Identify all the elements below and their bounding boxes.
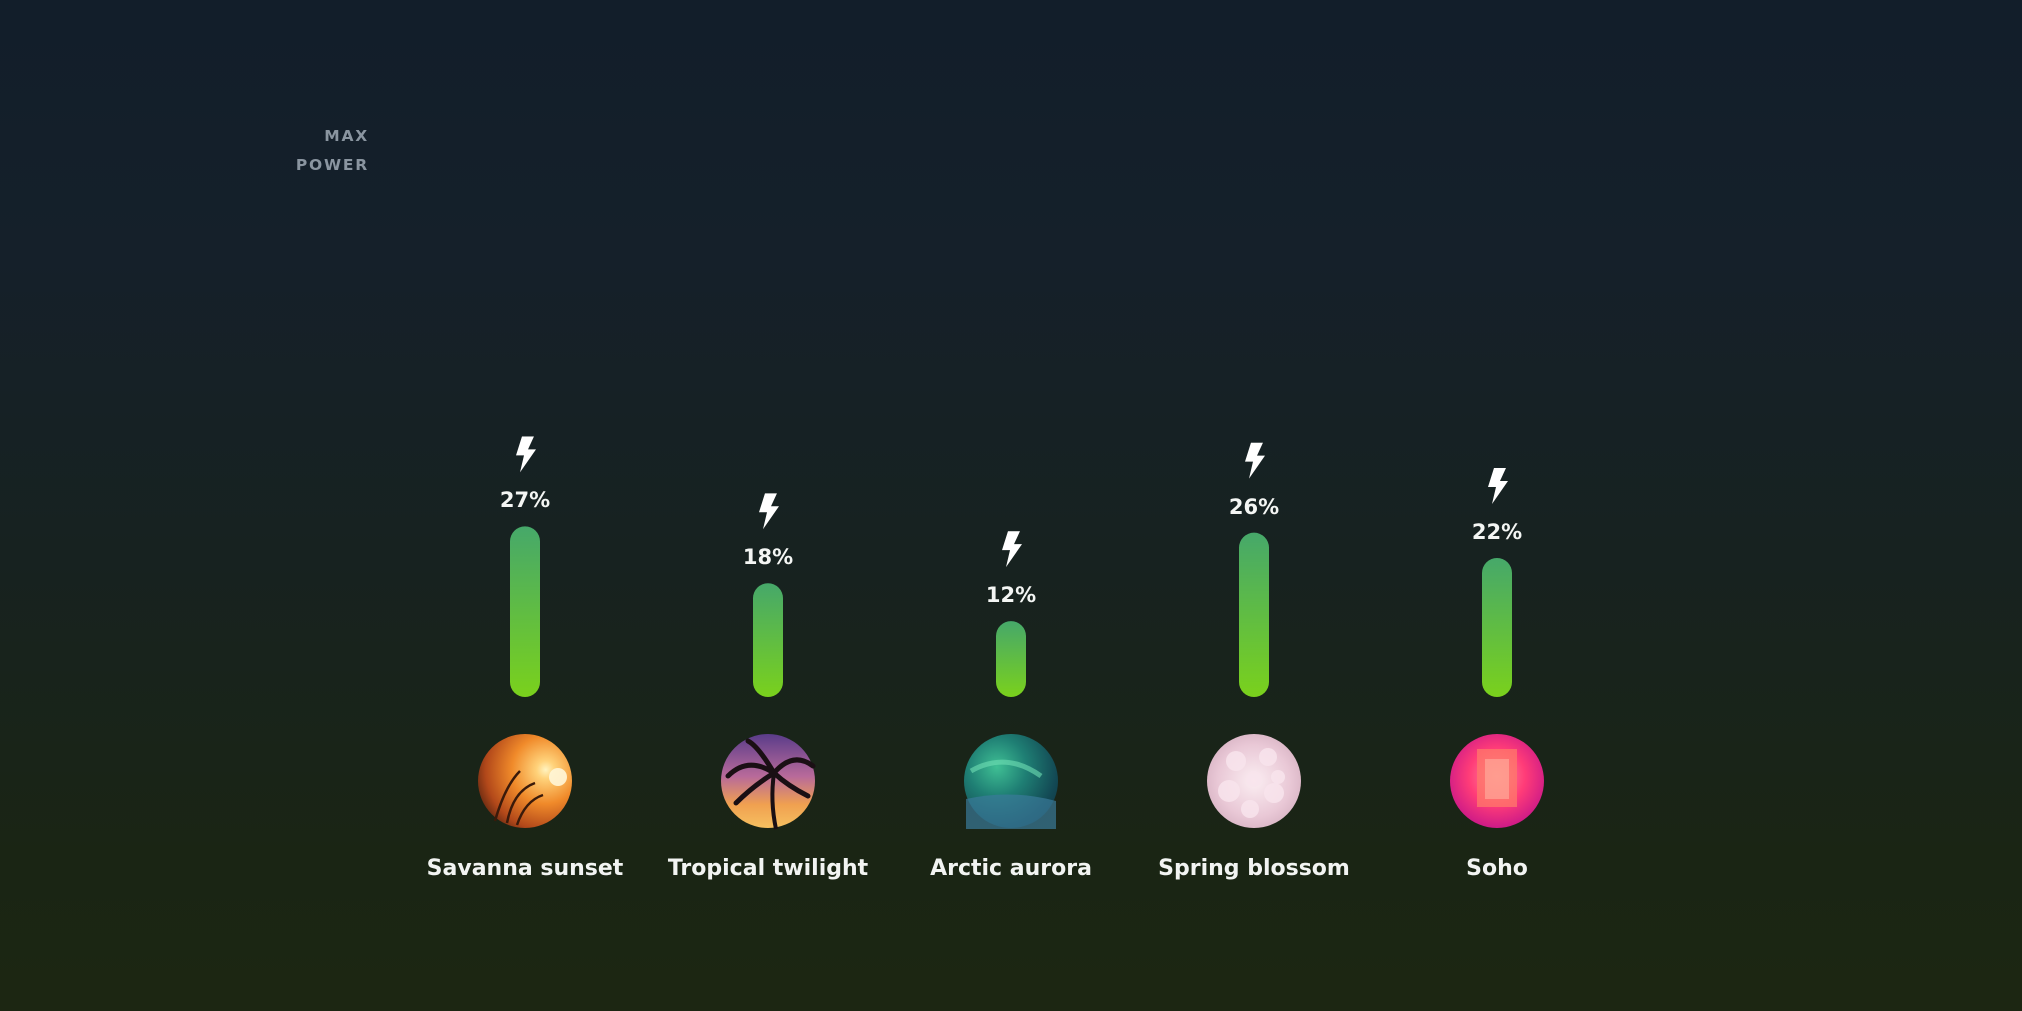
bar-savanna-sunset xyxy=(510,526,540,697)
category-label: Spring blossom xyxy=(1158,856,1350,881)
value-label: 26% xyxy=(1228,494,1280,519)
thumbnails xyxy=(478,734,1544,830)
lightning-bolt-icon xyxy=(1245,442,1265,479)
arctic-aurora-thumbnail[interactable] xyxy=(964,734,1058,829)
lightning-bolt-icon xyxy=(759,493,779,530)
category-label: Arctic aurora xyxy=(930,856,1092,881)
bar-soho xyxy=(1482,557,1512,697)
max-power-label: MAX POWER xyxy=(229,122,369,180)
category-label: Tropical twilight xyxy=(667,856,869,881)
soho-thumbnail[interactable] xyxy=(1450,734,1544,828)
lightning-bolt-icon xyxy=(516,436,536,473)
value-label: 12% xyxy=(985,583,1037,608)
value-label: 27% xyxy=(499,488,551,513)
bar-arctic-aurora xyxy=(996,621,1026,697)
savanna-sunset-thumbnail[interactable] xyxy=(478,734,572,828)
value-label: 22% xyxy=(1471,519,1523,544)
category-label: Soho xyxy=(1466,856,1528,881)
max-power-label-line2: POWER xyxy=(295,156,369,174)
bars xyxy=(510,436,1512,697)
lightning-bolt-icon xyxy=(1002,531,1022,568)
bar-tropical-twilight xyxy=(753,583,783,697)
lightning-bolt-icon xyxy=(1488,467,1508,504)
value-label: 18% xyxy=(742,545,794,570)
tropical-twilight-thumbnail[interactable] xyxy=(721,734,816,830)
bar-spring-blossom xyxy=(1239,532,1269,697)
category-label: Savanna sunset xyxy=(426,856,624,881)
max-power-label-line1: MAX xyxy=(324,127,369,145)
spring-blossom-thumbnail[interactable] xyxy=(1207,734,1301,828)
grid-lines xyxy=(390,146,1610,698)
